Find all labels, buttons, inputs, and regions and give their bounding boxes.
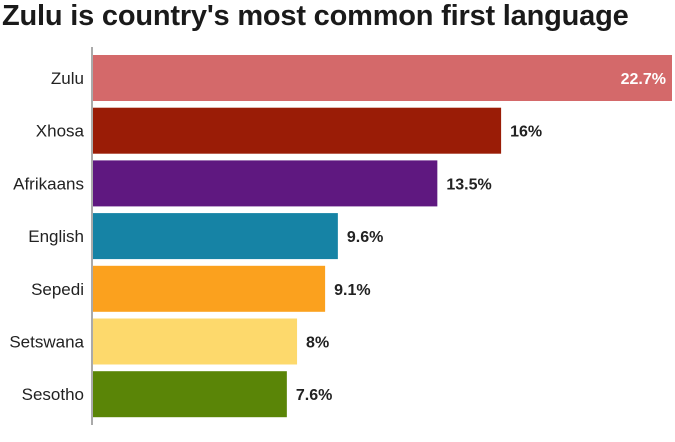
category-label-zulu: Zulu: [51, 69, 84, 88]
category-label-sepedi: Sepedi: [31, 280, 84, 299]
bar-sepedi: [93, 265, 326, 312]
bar-afrikaans: [93, 160, 438, 207]
value-label-xhosa: 16%: [510, 124, 542, 141]
bar-english: [93, 213, 338, 260]
value-label-sesotho: 7.6%: [296, 387, 332, 404]
category-label-xhosa: Xhosa: [36, 122, 85, 141]
chart-title: Zulu is country's most common first lang…: [2, 0, 629, 32]
category-label-sesotho: Sesotho: [22, 385, 84, 404]
value-label-setswana: 8%: [306, 335, 329, 352]
category-label-afrikaans: Afrikaans: [13, 174, 84, 193]
bar-sesotho: [93, 371, 287, 418]
value-label-sepedi: 9.1%: [334, 282, 370, 299]
category-label-setswana: Setswana: [9, 333, 84, 352]
bars-group: Zulu 22.7% Xhosa 16% Afrikaans 13.5% English 9.…: [9, 55, 672, 418]
value-label-english: 9.6%: [347, 229, 383, 246]
bar-setswana: [93, 318, 298, 365]
value-label-zulu: 22.7%: [621, 71, 666, 88]
bar-zulu: [93, 55, 672, 101]
category-label-english: English: [28, 227, 84, 246]
value-label-afrikaans: 13.5%: [446, 176, 491, 193]
bar-xhosa: [93, 107, 502, 154]
